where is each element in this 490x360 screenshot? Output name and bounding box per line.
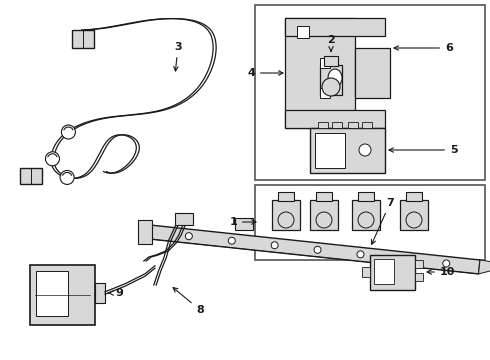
Text: 8: 8 <box>173 288 204 315</box>
Bar <box>285 18 355 128</box>
Bar <box>310 128 385 173</box>
Circle shape <box>46 152 59 166</box>
Bar <box>400 200 428 230</box>
Circle shape <box>314 246 321 253</box>
Circle shape <box>443 260 450 267</box>
Text: 9: 9 <box>109 288 123 298</box>
Text: 10: 10 <box>427 267 455 277</box>
Circle shape <box>60 170 74 184</box>
Bar <box>415 273 423 281</box>
Bar <box>285 18 385 36</box>
Bar <box>320 88 330 98</box>
Circle shape <box>358 212 374 228</box>
Circle shape <box>359 144 371 156</box>
Text: 5: 5 <box>389 145 458 155</box>
Circle shape <box>271 242 278 249</box>
Bar <box>320 65 342 95</box>
Bar <box>348 122 358 128</box>
Bar <box>355 48 390 98</box>
Bar <box>315 133 345 168</box>
Bar <box>175 213 193 225</box>
Bar <box>332 122 342 128</box>
Bar <box>278 192 294 201</box>
Bar <box>72 30 94 48</box>
Bar <box>272 200 300 230</box>
Bar <box>415 260 423 268</box>
Bar <box>30 265 95 325</box>
Text: 7: 7 <box>371 198 394 244</box>
Text: 3: 3 <box>173 42 182 71</box>
Bar <box>297 26 309 38</box>
Bar <box>358 192 374 201</box>
Circle shape <box>278 212 294 228</box>
Ellipse shape <box>328 69 342 87</box>
Circle shape <box>316 212 332 228</box>
Bar <box>316 192 332 201</box>
Bar <box>318 122 328 128</box>
Bar <box>310 200 338 230</box>
Bar <box>95 283 105 303</box>
Bar <box>374 259 394 284</box>
Bar <box>36 271 68 316</box>
Polygon shape <box>148 225 480 274</box>
Bar <box>255 185 485 260</box>
Circle shape <box>322 78 340 96</box>
Text: 6: 6 <box>394 43 453 53</box>
Text: 4: 4 <box>247 68 283 78</box>
Bar <box>320 58 330 68</box>
Bar <box>324 56 338 66</box>
Circle shape <box>400 255 407 262</box>
Bar <box>138 220 152 244</box>
Circle shape <box>185 233 193 240</box>
Bar <box>406 192 422 201</box>
Bar <box>235 218 253 230</box>
Bar <box>362 122 372 128</box>
Text: 1: 1 <box>229 217 256 227</box>
Bar <box>285 110 385 128</box>
Bar <box>255 5 485 180</box>
Circle shape <box>406 212 422 228</box>
Circle shape <box>228 237 235 244</box>
Bar <box>352 200 380 230</box>
Circle shape <box>357 251 364 258</box>
Polygon shape <box>479 260 490 274</box>
Bar <box>362 267 370 277</box>
Bar <box>20 168 42 184</box>
Circle shape <box>61 125 75 139</box>
Text: 2: 2 <box>327 35 335 51</box>
Bar <box>370 255 415 290</box>
